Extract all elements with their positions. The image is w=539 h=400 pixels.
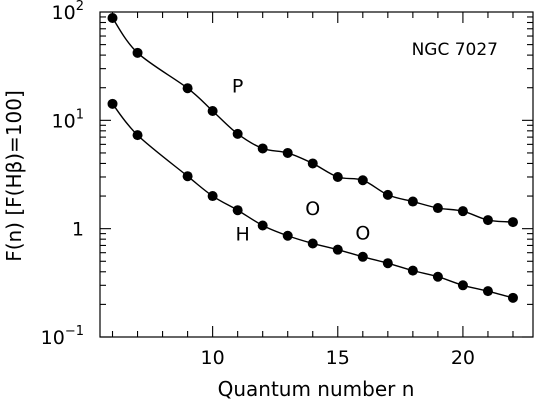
series-p-point (207, 105, 218, 116)
x-axis-label: Quantum number n (218, 377, 415, 400)
series-p-point (307, 158, 318, 169)
series-p-point (432, 203, 443, 214)
series-label-p: P (232, 75, 243, 97)
series-p-point (457, 206, 468, 217)
series-h-point (332, 244, 343, 255)
series-p-point (232, 128, 243, 139)
y-tick-label: 10−1 (41, 324, 84, 349)
plot-frame (99, 11, 534, 338)
series-p-point (482, 215, 493, 226)
series-p-curve (111, 17, 514, 223)
series-h-curve (111, 103, 514, 299)
series-h-point (107, 98, 118, 109)
series-p-point (182, 83, 193, 94)
series-p-point (332, 171, 343, 182)
series-p-point (257, 143, 268, 154)
series-h-point (482, 286, 493, 297)
y-tick-label: 1 (72, 219, 84, 241)
series-p-point (382, 189, 393, 200)
series-h-point (432, 271, 443, 282)
y-tick-label: 101 (52, 107, 84, 132)
series-h-point (382, 258, 393, 269)
series-h-point (457, 280, 468, 291)
series-h-point (307, 238, 318, 249)
chart-marks: 10 15 20 10−1 1 101 102 P H O O (41, 0, 533, 369)
series-p-point (107, 13, 118, 24)
object-annotation: NGC 7027 (412, 40, 498, 60)
series-h-point (257, 220, 268, 231)
series-h-point (507, 292, 518, 303)
x-tick-label: 20 (451, 347, 475, 369)
y-tick-label: 102 (52, 0, 84, 24)
x-tick-label: 10 (201, 347, 225, 369)
series-h-point (182, 171, 193, 182)
series-p-point (357, 175, 368, 186)
series-p-point (132, 47, 143, 58)
series-p-point (507, 217, 518, 228)
y-axis-label: F(n) [F(Hβ)=100] (2, 90, 26, 262)
series-label-o: O (305, 198, 320, 220)
series-label-o: O (355, 223, 370, 245)
series-label-h: H (236, 224, 250, 246)
series-h-point (357, 251, 368, 262)
series-h-point (207, 191, 218, 202)
series-h-point (282, 230, 293, 241)
series-h-point (232, 205, 243, 216)
series-h-point (132, 130, 143, 141)
series-p-point (407, 196, 418, 207)
series-h-point (407, 265, 418, 276)
series-p-point (282, 147, 293, 158)
x-tick-label: 15 (326, 347, 350, 369)
